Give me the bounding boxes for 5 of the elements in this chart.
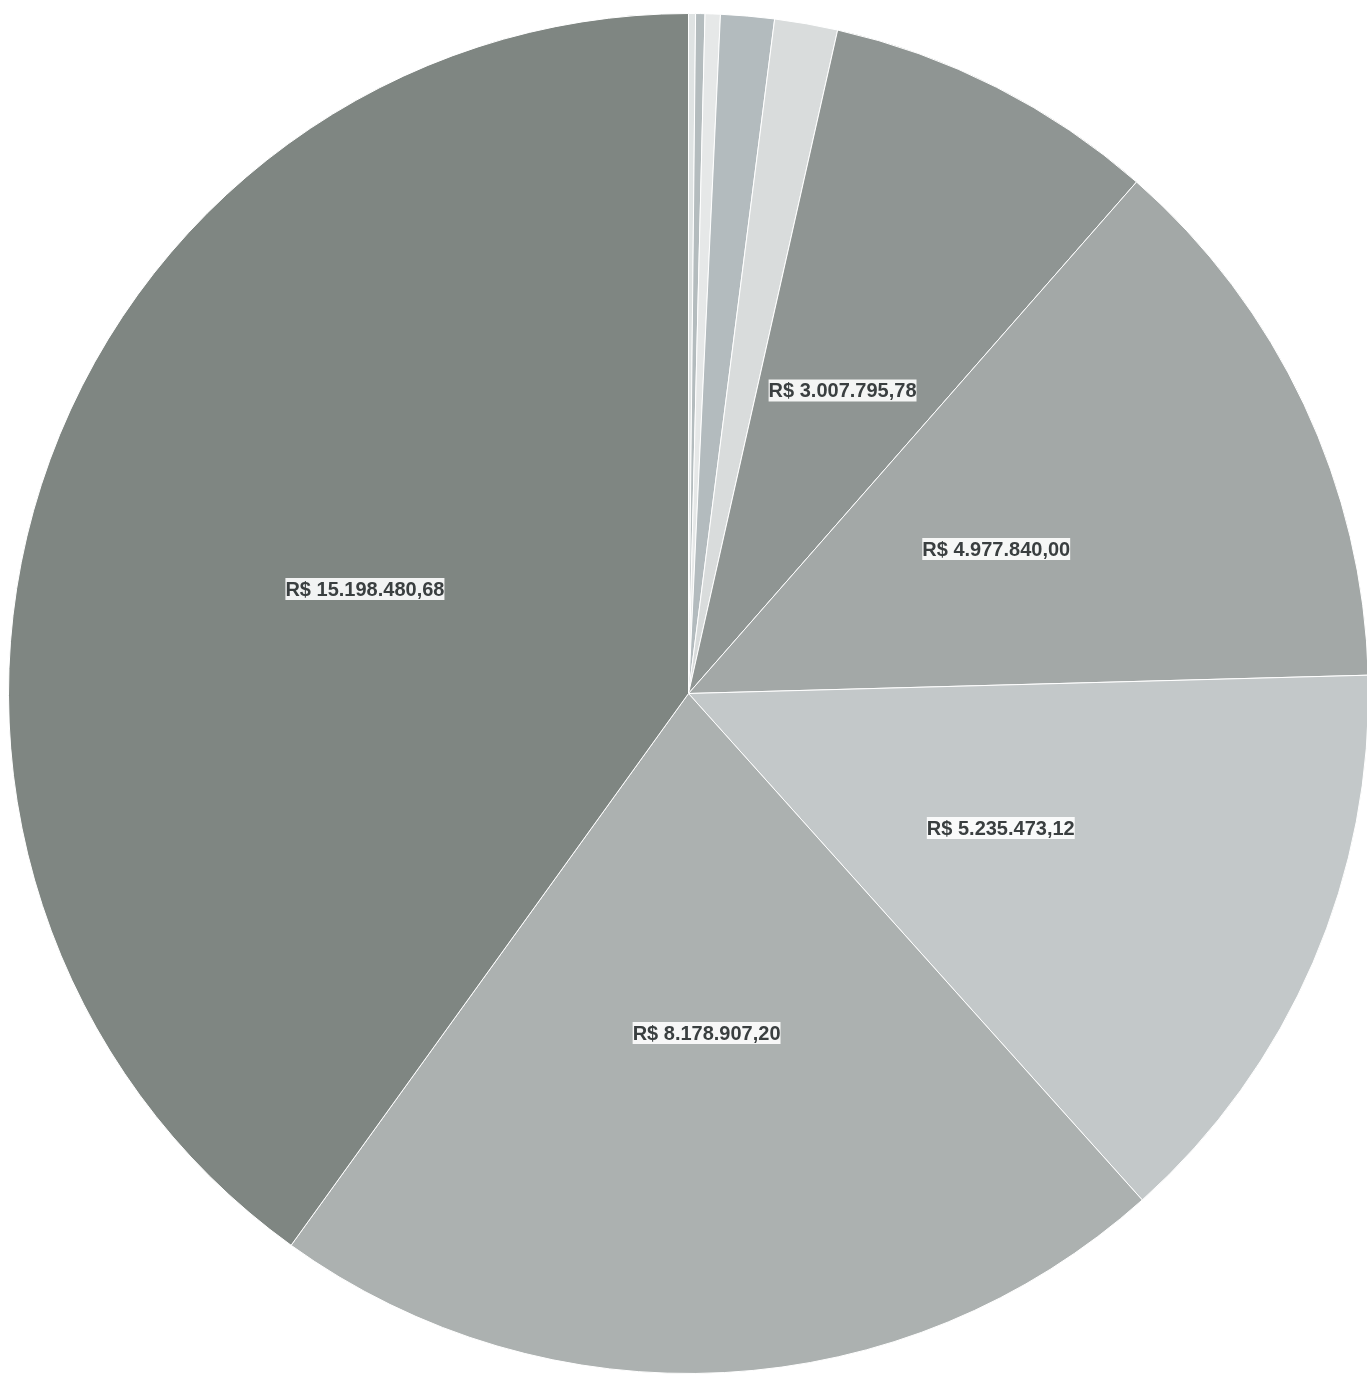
- data-label: R$ 8.178.907,20: [632, 1022, 781, 1045]
- data-label: R$ 4.977.840,00: [922, 537, 1071, 560]
- data-label: R$ 3.007.795,78: [768, 379, 917, 402]
- data-label: R$ 5.235.473,12: [926, 816, 1075, 839]
- data-label: R$ 15.198.480,68: [285, 578, 445, 601]
